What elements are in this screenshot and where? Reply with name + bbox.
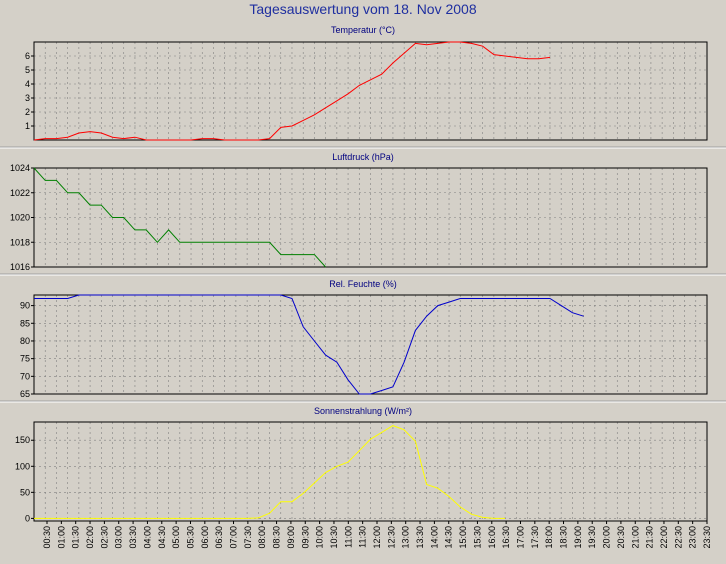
x-tick-label: 05:30 (185, 526, 195, 549)
y-tick-label: 1 (25, 121, 30, 131)
x-tick-label: 18:00 (544, 526, 554, 549)
y-tick-label: 50 (20, 487, 30, 497)
x-tick-label: 15:30 (472, 526, 482, 549)
x-tick-label: 09:00 (286, 526, 296, 549)
x-tick-label: 04:00 (142, 526, 152, 549)
x-tick-label: 08:00 (257, 526, 267, 549)
y-tick-label: 90 (20, 301, 30, 311)
x-tick-label: 07:00 (229, 526, 239, 549)
page-title: Tagesauswertung vom 18. Nov 2008 (249, 1, 477, 17)
x-tick-label: 03:30 (128, 526, 138, 549)
series-line (33, 41, 551, 141)
x-tick-label: 01:30 (71, 526, 81, 549)
x-tick-label: 15:00 (458, 526, 468, 549)
y-tick-label: 1018 (10, 237, 30, 247)
y-tick-label: 1016 (10, 262, 30, 272)
x-tick-label: 07:30 (243, 526, 253, 549)
x-tick-label: 22:00 (659, 526, 669, 549)
x-tick-label: 21:00 (630, 526, 640, 549)
plot-frame (33, 294, 708, 395)
x-tick-label: 12:00 (372, 526, 382, 549)
y-tick-label: 75 (20, 354, 30, 364)
series-line (34, 425, 506, 519)
y-tick-label: 85 (20, 318, 30, 328)
x-tick-label: 06:30 (214, 526, 224, 549)
x-tick-label: 10:30 (329, 526, 339, 549)
x-tick-label: 23:30 (702, 526, 712, 549)
x-tick-label: 06:00 (200, 526, 210, 549)
x-tick-label: 20:00 (602, 526, 612, 549)
chart-title: Rel. Feuchte (%) (329, 279, 397, 289)
x-tick-label: 18:30 (559, 526, 569, 549)
y-tick-label: 3 (25, 93, 30, 103)
plot-frame (33, 167, 708, 268)
x-tick-label: 14:30 (444, 526, 454, 549)
y-tick-label: 6 (25, 51, 30, 61)
y-tick-label: 1020 (10, 213, 30, 223)
x-tick-label: 19:30 (587, 526, 597, 549)
x-tick-label: 00:30 (42, 526, 52, 549)
x-tick-label: 09:30 (300, 526, 310, 549)
chart-title: Sonnenstrahlung (W/m²) (314, 406, 412, 416)
chart-title: Luftdruck (hPa) (332, 152, 394, 162)
y-tick-label: 2 (25, 107, 30, 117)
x-tick-label: 03:00 (114, 526, 124, 549)
x-tick-label: 14:00 (429, 526, 439, 549)
series-line (33, 167, 326, 268)
series-line (34, 294, 584, 395)
x-tick-label: 20:30 (616, 526, 626, 549)
x-tick-label: 13:00 (401, 526, 411, 549)
x-tick-label: 05:00 (171, 526, 181, 549)
y-tick-label: 4 (25, 79, 30, 89)
x-tick-label: 13:30 (415, 526, 425, 549)
chart-title: Temperatur (°C) (331, 25, 395, 35)
y-tick-label: 1022 (10, 188, 30, 198)
x-tick-label: 23:00 (688, 526, 698, 549)
x-tick-label: 02:30 (99, 526, 109, 549)
x-tick-label: 19:00 (573, 526, 583, 549)
plot-frame (33, 421, 708, 522)
y-tick-label: 80 (20, 336, 30, 346)
x-tick-label: 11:00 (343, 526, 353, 548)
y-tick-label: 70 (20, 371, 30, 381)
x-tick-label: 02:00 (85, 526, 95, 549)
y-tick-label: 150 (15, 435, 30, 445)
y-tick-label: 100 (15, 461, 30, 471)
x-tick-label: 01:00 (56, 526, 66, 549)
x-tick-label: 17:00 (515, 526, 525, 549)
x-tick-label: 04:30 (157, 526, 167, 549)
x-tick-label: 17:30 (530, 526, 540, 549)
y-tick-label: 5 (25, 65, 30, 75)
x-tick-label: 12:30 (386, 526, 396, 549)
x-tick-label: 10:00 (315, 526, 325, 549)
y-tick-label: 65 (20, 389, 30, 399)
y-tick-label: 1024 (10, 163, 30, 173)
x-tick-label: 16:00 (487, 526, 497, 549)
x-tick-label: 11:30 (358, 526, 368, 548)
plot-frame (33, 41, 708, 141)
x-tick-label: 21:30 (645, 526, 655, 549)
x-tick-label: 08:30 (272, 526, 282, 549)
y-tick-label: 0 (25, 513, 30, 523)
x-tick-label: 22:30 (673, 526, 683, 549)
x-tick-label: 16:30 (501, 526, 511, 549)
